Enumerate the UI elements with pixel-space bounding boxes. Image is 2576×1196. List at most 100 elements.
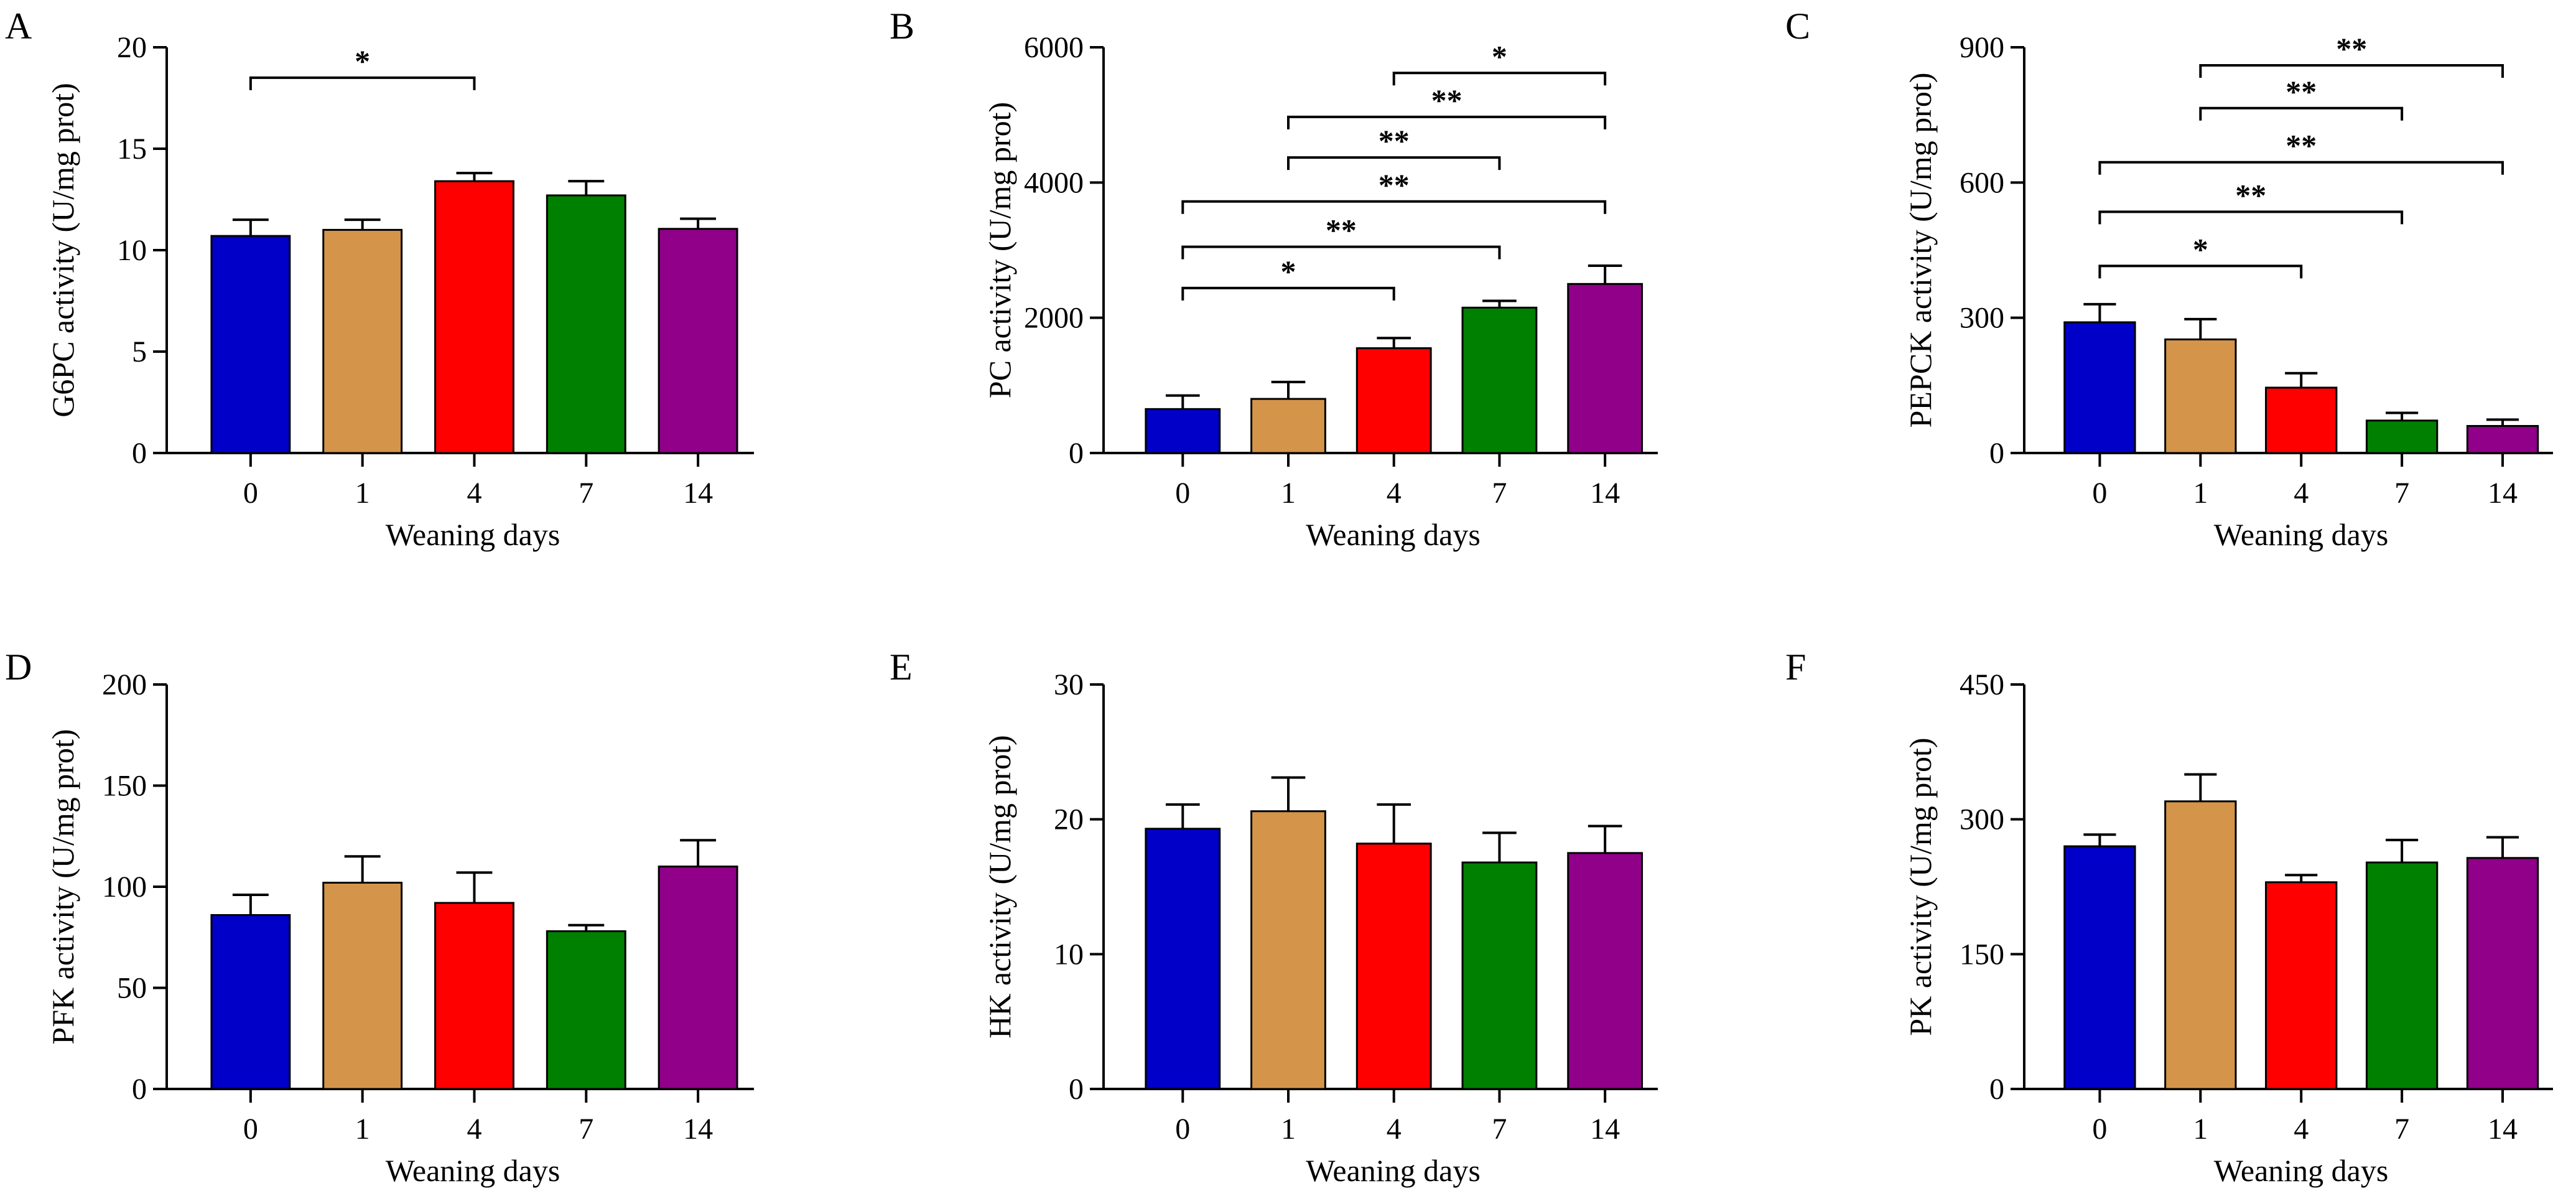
x-tick-label: 0: [2092, 1113, 2107, 1146]
y-tick-label: 600: [1960, 166, 2004, 199]
bar-1: [2164, 800, 2237, 1090]
bar-14: [658, 228, 738, 454]
x-tick-label: 0: [243, 477, 258, 510]
significance-label: **: [2285, 128, 2317, 163]
x-tick-label: 4: [467, 477, 481, 510]
bar-4: [434, 180, 514, 454]
y-tick-label: 5: [132, 335, 147, 368]
x-tick-label: 0: [243, 1113, 258, 1146]
significance-bracket: [2199, 63, 2504, 78]
bar-1: [322, 228, 403, 454]
x-tick-label: 4: [1387, 1113, 1402, 1146]
significance-label: *: [355, 44, 370, 78]
y-tick-label: 50: [117, 972, 147, 1005]
y-tick-label: 0: [1069, 1073, 1084, 1106]
y-tick-label: 0: [132, 437, 147, 470]
y-tick-label: 100: [102, 871, 147, 904]
x-tick-label: 0: [2092, 477, 2107, 510]
x-tick-label: 14: [1590, 477, 1620, 510]
y-tick-label: 450: [1960, 668, 2004, 701]
x-axis-title: Weaning days: [1306, 1153, 1481, 1188]
bar-14: [658, 866, 738, 1090]
significance-bracket: [1181, 200, 1607, 214]
bar-1: [1250, 810, 1326, 1090]
x-tick-label: 1: [355, 477, 370, 510]
bar-0: [2063, 845, 2136, 1090]
bar-7: [2365, 861, 2439, 1090]
y-tick-label: 200: [102, 668, 147, 701]
significance-label: **: [1326, 213, 1357, 248]
significance-bracket: [1181, 245, 1501, 259]
y-tick-label: 6000: [1024, 31, 1084, 64]
x-axis-title: Weaning days: [386, 517, 560, 552]
y-tick-label: 4000: [1024, 166, 1084, 199]
y-tick-label: 300: [1960, 302, 2004, 335]
x-axis-title: Weaning days: [2214, 1153, 2389, 1188]
significance-label: **: [1379, 167, 1410, 202]
panel-letter: D: [5, 647, 32, 688]
y-tick-label: 300: [1960, 803, 2004, 836]
x-tick-label: 4: [2294, 1113, 2309, 1146]
x-tick-label: 7: [1492, 1113, 1507, 1146]
significance-label: **: [2336, 31, 2367, 66]
x-tick-label: 7: [1492, 477, 1507, 510]
bar-0: [1145, 828, 1221, 1090]
y-tick-label: 150: [102, 770, 147, 803]
bar-14: [2466, 425, 2539, 454]
bar-1: [322, 882, 403, 1090]
x-tick-label: 7: [2394, 1113, 2409, 1146]
significance-bracket: [2098, 161, 2504, 175]
x-tick-label: 1: [2193, 477, 2208, 510]
significance-label: **: [2235, 177, 2266, 212]
bar-14: [2466, 857, 2539, 1090]
y-axis-title: G6PC activity (U/mg prot): [45, 83, 80, 417]
y-axis-title: HK activity (U/mg prot): [982, 735, 1017, 1038]
bar-1: [1250, 398, 1326, 454]
bar-7: [2365, 419, 2439, 454]
x-tick-label: 0: [1175, 1113, 1190, 1146]
panel-letter: A: [5, 6, 32, 47]
x-tick-label: 1: [1281, 1113, 1296, 1146]
y-tick-label: 150: [1960, 938, 2004, 971]
bar-0: [210, 235, 291, 454]
significance-label: **: [1431, 83, 1462, 118]
bar-0: [210, 914, 291, 1090]
panel-letter: B: [890, 6, 914, 47]
bar-0: [2063, 321, 2136, 454]
panel-letter: E: [890, 647, 913, 688]
x-tick-label: 14: [2488, 477, 2518, 510]
y-tick-label: 10: [117, 234, 147, 267]
x-tick-label: 4: [2294, 477, 2309, 510]
significance-label: **: [1379, 123, 1410, 158]
y-tick-label: 0: [132, 1073, 147, 1106]
x-tick-label: 7: [579, 1113, 593, 1146]
y-tick-label: 0: [1989, 1073, 2004, 1106]
y-tick-label: 20: [117, 31, 147, 64]
bar-7: [1461, 306, 1538, 454]
x-tick-label: 1: [1281, 477, 1296, 510]
x-tick-label: 1: [2193, 1113, 2208, 1146]
significance-bracket: [2199, 106, 2404, 121]
significance-bracket: [1392, 72, 1607, 86]
significance-bracket: [1287, 115, 1607, 129]
x-tick-label: 1: [355, 1113, 370, 1146]
y-tick-label: 20: [1054, 803, 1084, 836]
bar-0: [1145, 408, 1221, 454]
x-tick-label: 7: [579, 477, 593, 510]
bar-4: [1355, 843, 1432, 1090]
bar-14: [1567, 852, 1644, 1090]
bar-4: [1355, 347, 1432, 454]
significance-label: *: [1281, 254, 1296, 289]
x-axis-title: Weaning days: [2214, 517, 2389, 552]
y-axis-title: PK activity (U/mg prot): [1903, 737, 1938, 1035]
bar-7: [1461, 861, 1538, 1090]
panel-letter: F: [1785, 647, 1806, 688]
significance-bracket: [2098, 264, 2303, 279]
significance-bracket: [1181, 286, 1395, 301]
x-tick-label: 0: [1175, 477, 1190, 510]
